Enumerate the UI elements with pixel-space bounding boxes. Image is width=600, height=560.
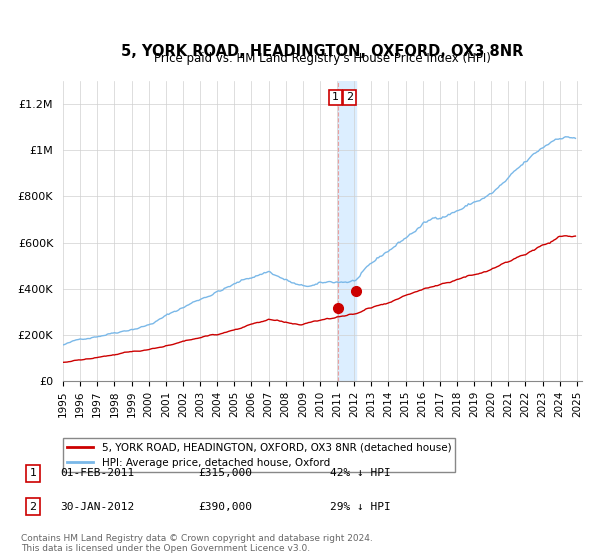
Text: £315,000: £315,000 bbox=[198, 468, 252, 478]
Legend: 5, YORK ROAD, HEADINGTON, OXFORD, OX3 8NR (detached house), HPI: Average price, : 5, YORK ROAD, HEADINGTON, OXFORD, OX3 8N… bbox=[63, 438, 455, 472]
Text: 1: 1 bbox=[29, 468, 37, 478]
Text: Price paid vs. HM Land Registry's House Price Index (HPI): Price paid vs. HM Land Registry's House … bbox=[154, 52, 491, 65]
Text: 2: 2 bbox=[29, 502, 37, 512]
Text: 29% ↓ HPI: 29% ↓ HPI bbox=[330, 502, 391, 512]
Title: 5, YORK ROAD, HEADINGTON, OXFORD, OX3 8NR: 5, YORK ROAD, HEADINGTON, OXFORD, OX3 8N… bbox=[121, 44, 524, 59]
Text: 30-JAN-2012: 30-JAN-2012 bbox=[60, 502, 134, 512]
Text: £390,000: £390,000 bbox=[198, 502, 252, 512]
Text: Contains HM Land Registry data © Crown copyright and database right 2024.
This d: Contains HM Land Registry data © Crown c… bbox=[21, 534, 373, 553]
Text: 1: 1 bbox=[332, 92, 339, 102]
Text: 01-FEB-2011: 01-FEB-2011 bbox=[60, 468, 134, 478]
Bar bbox=[338, 81, 356, 381]
Text: 2: 2 bbox=[346, 92, 353, 102]
Text: 42% ↓ HPI: 42% ↓ HPI bbox=[330, 468, 391, 478]
